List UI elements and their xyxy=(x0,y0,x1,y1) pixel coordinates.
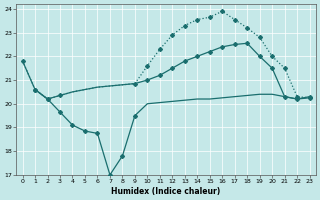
X-axis label: Humidex (Indice chaleur): Humidex (Indice chaleur) xyxy=(111,187,221,196)
